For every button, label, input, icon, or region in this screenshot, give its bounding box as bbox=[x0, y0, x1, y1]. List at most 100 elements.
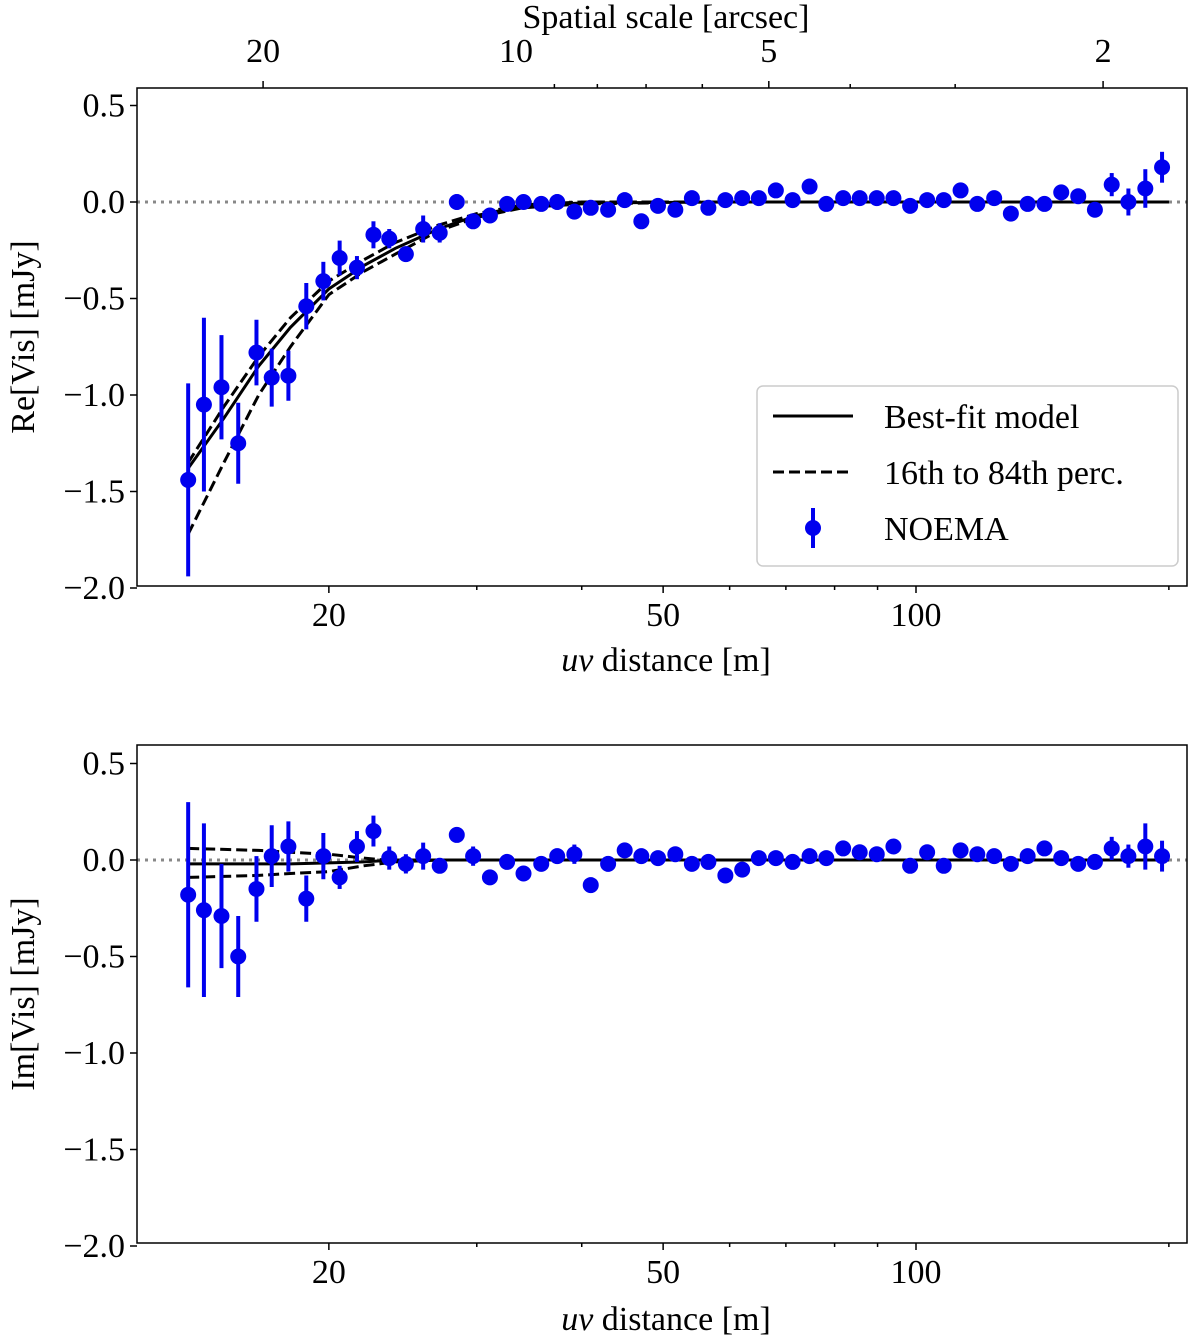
data-point bbox=[499, 195, 516, 212]
data-point bbox=[717, 867, 734, 884]
x-tick-label: 20 bbox=[312, 597, 346, 634]
x-axis-label-bottom-panel: uv distance [m] bbox=[561, 1301, 771, 1336]
data-point bbox=[801, 178, 818, 195]
x-tick-label: 100 bbox=[891, 597, 942, 634]
y-tick-label: −2.0 bbox=[63, 1228, 125, 1265]
data-point bbox=[818, 850, 835, 867]
data-point bbox=[298, 298, 315, 315]
data-point bbox=[885, 838, 902, 855]
data-point bbox=[952, 182, 969, 199]
data-point bbox=[835, 840, 852, 857]
x-axis-label-italic: uv bbox=[561, 1301, 594, 1336]
data-point bbox=[986, 848, 1003, 865]
data-point bbox=[582, 199, 599, 216]
data-point bbox=[180, 471, 197, 488]
data-point bbox=[465, 213, 482, 230]
data-point bbox=[667, 846, 684, 863]
legend-label-best-fit: Best-fit model bbox=[884, 399, 1079, 436]
data-point bbox=[902, 197, 919, 214]
data-point bbox=[667, 201, 684, 218]
data-point bbox=[397, 855, 414, 872]
data-point bbox=[515, 194, 532, 210]
data-point bbox=[1036, 840, 1053, 857]
x-tick-label: 50 bbox=[646, 597, 680, 634]
data-point bbox=[533, 195, 550, 212]
data-point bbox=[1070, 855, 1087, 872]
y-tick-label: 0.5 bbox=[83, 746, 126, 783]
data-point bbox=[969, 846, 986, 863]
legend-label-percentiles: 16th to 84th perc. bbox=[884, 455, 1124, 492]
data-point bbox=[465, 848, 482, 865]
legend-marker-icon bbox=[805, 520, 821, 536]
data-point bbox=[533, 855, 550, 872]
data-point bbox=[348, 838, 365, 855]
y-tick-label: −1.0 bbox=[63, 1035, 125, 1072]
data-point bbox=[1002, 205, 1019, 222]
bottom-panel-imaginary-visibility: 0.5 0.0 −0.5 −1.0 −1.5 −2.0 20 50 100 bbox=[63, 744, 1188, 1291]
data-point bbox=[213, 379, 230, 396]
data-point bbox=[600, 201, 617, 218]
plot-area bbox=[180, 151, 1171, 577]
data-point bbox=[298, 890, 315, 907]
legend-box bbox=[756, 385, 1179, 567]
data-point bbox=[415, 848, 432, 865]
data-point bbox=[1002, 855, 1019, 872]
data-point bbox=[1053, 184, 1070, 201]
data-point bbox=[600, 855, 617, 872]
top-axis-label: Spatial scale [arcsec] bbox=[523, 0, 810, 36]
data-point bbox=[1103, 176, 1120, 193]
y-tick-label: −1.0 bbox=[63, 377, 125, 414]
data-point bbox=[700, 199, 717, 216]
data-point bbox=[549, 194, 566, 210]
top-x-tick-label: 20 bbox=[246, 33, 280, 70]
data-point bbox=[919, 844, 936, 861]
data-point bbox=[213, 907, 230, 924]
data-point bbox=[499, 853, 516, 870]
data-point bbox=[1154, 159, 1171, 176]
data-point bbox=[431, 857, 448, 874]
x-axis-label-rest: distance [m] bbox=[593, 642, 771, 679]
data-point bbox=[431, 224, 448, 241]
data-point bbox=[230, 435, 247, 452]
data-point bbox=[1086, 201, 1103, 218]
data-point bbox=[902, 857, 919, 874]
y-tick-label: 0.5 bbox=[83, 88, 126, 125]
y-axis-label-top-panel: Re[Vis] [mJy] bbox=[5, 240, 42, 433]
percentile-dashed-line bbox=[186, 200, 1169, 535]
data-point bbox=[750, 850, 767, 867]
top-x-tick-label: 10 bbox=[499, 33, 533, 70]
axes-frame bbox=[136, 744, 1188, 1244]
data-point bbox=[263, 848, 280, 865]
data-point bbox=[1070, 188, 1087, 205]
x-tick-label: 100 bbox=[891, 1254, 942, 1291]
data-point bbox=[248, 344, 265, 361]
data-point bbox=[700, 853, 717, 870]
x-axis-label-rest: distance [m] bbox=[593, 1301, 771, 1336]
data-point bbox=[280, 367, 297, 384]
data-point bbox=[348, 259, 365, 276]
top-panel-real-visibility: 0.5 0.0 −0.5 −1.0 −1.5 −2.0 20 50 100 20 10 5 2 bbox=[63, 33, 1188, 634]
data-point bbox=[784, 853, 801, 870]
data-point bbox=[801, 848, 818, 865]
data-point bbox=[1103, 840, 1120, 857]
data-point bbox=[969, 195, 986, 212]
data-point bbox=[195, 902, 212, 919]
data-point bbox=[717, 192, 734, 209]
x-axis-label-top-panel: uv distance [m] bbox=[561, 642, 771, 679]
y-tick-label: −0.5 bbox=[63, 939, 125, 976]
data-point bbox=[397, 246, 414, 263]
data-point bbox=[566, 846, 583, 863]
data-point bbox=[767, 182, 784, 199]
data-point bbox=[633, 213, 650, 230]
data-point bbox=[835, 190, 852, 207]
data-point bbox=[616, 842, 633, 859]
y-tick-label: −2.0 bbox=[63, 570, 125, 607]
data-point bbox=[683, 190, 700, 207]
data-point bbox=[868, 846, 885, 863]
data-point bbox=[767, 850, 784, 867]
top-x-tick-label: 5 bbox=[760, 33, 777, 70]
data-point bbox=[381, 230, 398, 247]
data-point bbox=[935, 857, 952, 874]
data-point bbox=[851, 844, 868, 861]
